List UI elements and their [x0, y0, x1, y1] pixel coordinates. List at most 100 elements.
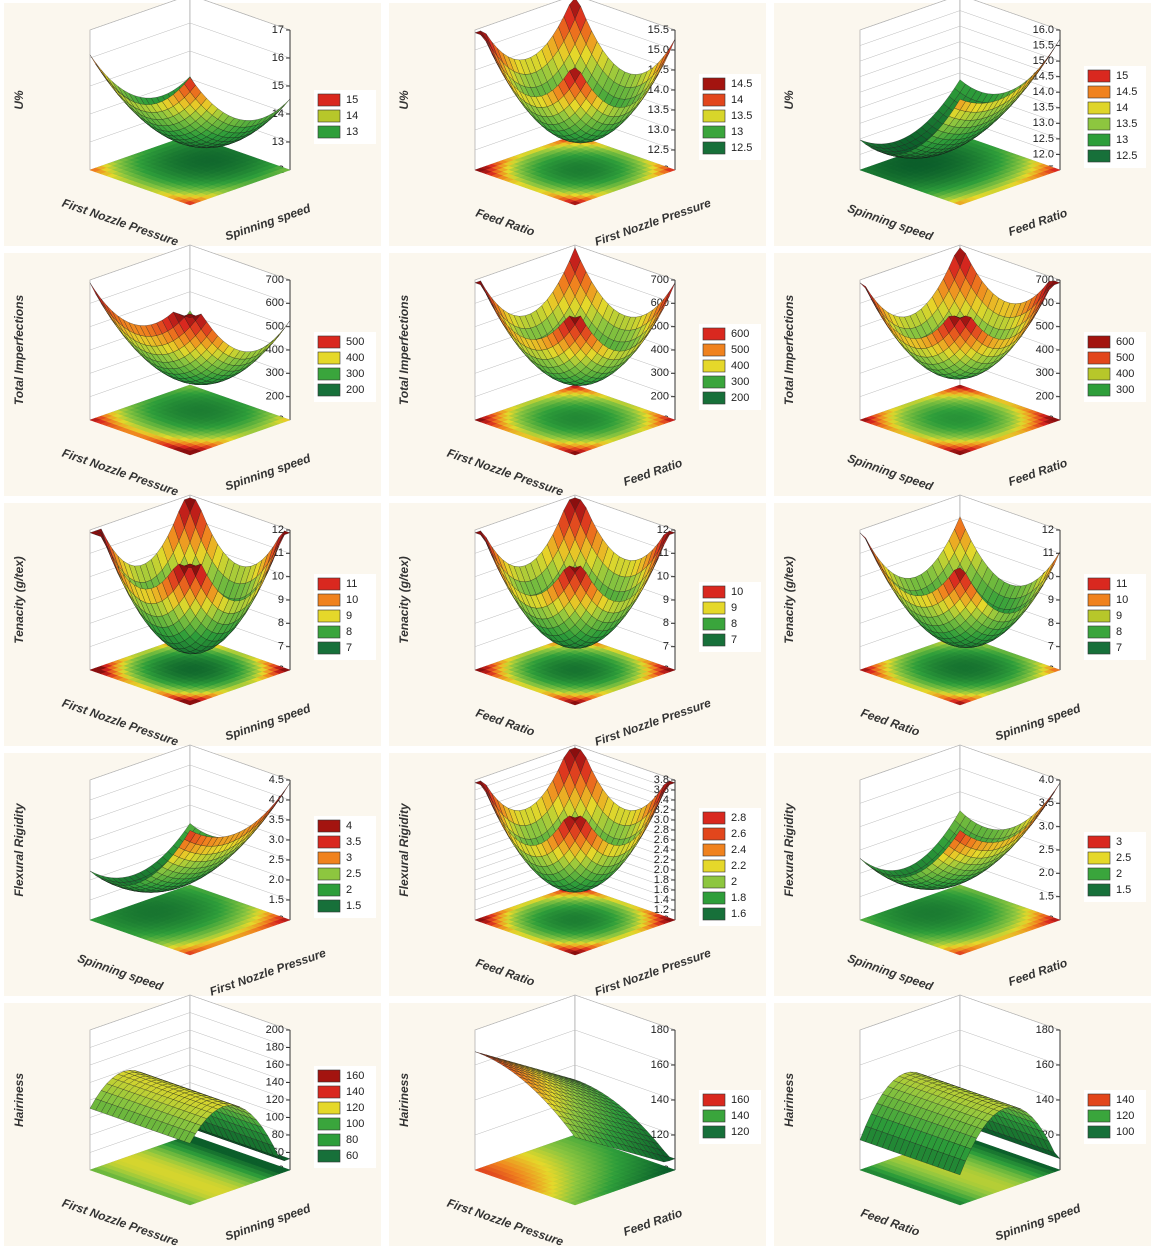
- legend-label: 300: [1116, 384, 1134, 396]
- legend-swatch: [318, 352, 340, 364]
- legend-label: 300: [731, 376, 749, 388]
- legend-label: 500: [1116, 352, 1134, 364]
- legend-label: 13: [1116, 134, 1128, 146]
- z-axis-label: Tenacity (g/tex): [12, 556, 26, 644]
- legend-label: 14.5: [731, 78, 752, 90]
- z-tick-label: 15.0: [1033, 55, 1054, 67]
- z-axis-label: Total Imperfections: [782, 295, 796, 406]
- legend-swatch: [318, 336, 340, 348]
- legend-label: 400: [1116, 368, 1134, 380]
- legend-label: 7: [346, 642, 352, 654]
- z-tick-label: 15.5: [648, 24, 669, 36]
- z-tick-label: 12.5: [1033, 133, 1054, 145]
- z-tick-label: 400: [1036, 344, 1054, 356]
- z-tick-label: 8: [278, 617, 284, 629]
- legend-swatch: [703, 78, 725, 90]
- legend-swatch: [318, 594, 340, 606]
- z-tick-label: 12.0: [1033, 148, 1054, 160]
- z-tick-label: 300: [266, 367, 284, 379]
- legend-swatch: [1088, 384, 1110, 396]
- legend-swatch: [318, 610, 340, 622]
- z-tick-label: 12.5: [648, 144, 669, 156]
- legend-label: 14: [346, 110, 358, 122]
- legend-swatch: [318, 626, 340, 638]
- legend-label: 400: [346, 352, 364, 364]
- z-tick-label: 14.0: [1033, 86, 1054, 98]
- legend-label: 12.5: [1116, 150, 1137, 162]
- z-tick-label: 8: [663, 617, 669, 629]
- legend-label: 600: [1116, 336, 1134, 348]
- legend-swatch: [318, 126, 340, 138]
- z-tick-label: 300: [651, 367, 669, 379]
- z-axis-label: U%: [12, 90, 26, 110]
- legend-swatch: [318, 384, 340, 396]
- z-tick-label: 10: [657, 571, 669, 583]
- z-tick-label: 9: [278, 594, 284, 606]
- panel: 100200300400500600700Total Imperfections…: [389, 245, 766, 499]
- legend-label: 300: [346, 368, 364, 380]
- panel: 6789101112Tenacity (g/tex)Feed RatioFirs…: [389, 495, 766, 749]
- z-tick-label: 7: [663, 641, 669, 653]
- legend-label: 9: [346, 610, 352, 622]
- z-tick-label: 16.0: [1033, 24, 1054, 36]
- panel: 100200300400500600700Total Imperfections…: [4, 245, 381, 499]
- z-axis-label: U%: [397, 90, 411, 110]
- panel: 121314151617U%First Nozzle PressureSpinn…: [4, 0, 381, 249]
- z-tick-label: 15: [272, 80, 284, 92]
- legend-label: 8: [346, 626, 352, 638]
- legend-swatch: [318, 110, 340, 122]
- z-tick-label: 16: [272, 52, 284, 64]
- legend-swatch: [1088, 336, 1110, 348]
- legend-label: 200: [731, 392, 749, 404]
- legend-label: 11: [346, 578, 357, 590]
- legend-label: 600: [731, 328, 749, 340]
- legend-swatch: [703, 142, 725, 154]
- legend-label: 15: [1116, 70, 1128, 82]
- z-tick-label: 13.5: [648, 104, 669, 116]
- z-tick-label: 300: [1036, 367, 1054, 379]
- legend-swatch: [1088, 118, 1110, 130]
- z-tick-label: 13.0: [1033, 117, 1054, 129]
- z-tick-label: 7: [278, 641, 284, 653]
- legend-swatch: [318, 94, 340, 106]
- legend-swatch: [703, 392, 725, 404]
- legend-swatch: [703, 94, 725, 106]
- z-tick-label: 13.0: [648, 124, 669, 136]
- legend-swatch: [1088, 134, 1110, 146]
- legend-swatch: [1088, 150, 1110, 162]
- z-tick-label: 200: [266, 391, 284, 403]
- legend-label: 400: [731, 360, 749, 372]
- legend-label: 13: [346, 126, 358, 138]
- legend-swatch: [318, 368, 340, 380]
- legend-swatch: [703, 126, 725, 138]
- z-tick-label: 500: [266, 321, 284, 333]
- z-tick-label: 700: [266, 274, 284, 286]
- legend-label: 10: [346, 594, 358, 606]
- panel: 100200300400500600700Total Imperfections…: [774, 245, 1151, 496]
- figure: 121314151617U%First Nozzle PressureSpinn…: [0, 0, 1155, 1247]
- legend-label: 14: [1116, 102, 1128, 114]
- legend-swatch: [703, 110, 725, 122]
- z-tick-label: 15.5: [1033, 39, 1054, 51]
- legend-swatch: [703, 328, 725, 340]
- legend-swatch: [1088, 70, 1110, 82]
- legend-label: 13.5: [731, 110, 752, 122]
- panel: 11.512.012.513.013.514.014.515.015.516.0…: [774, 0, 1151, 246]
- legend-swatch: [703, 376, 725, 388]
- legend-label: 500: [346, 336, 364, 348]
- z-tick-label: 17: [272, 24, 284, 36]
- legend-swatch: [318, 578, 340, 590]
- z-axis-label: Total Imperfections: [397, 295, 411, 406]
- legend-swatch: [703, 344, 725, 356]
- legend-swatch: [1088, 368, 1110, 380]
- legend-label: 12.5: [731, 142, 752, 154]
- z-tick-label: 200: [651, 391, 669, 403]
- panel: 6789101112Tenacity (g/tex)First Nozzle P…: [4, 495, 381, 749]
- z-axis-label: Total Imperfections: [12, 295, 26, 406]
- legend-label: 13: [731, 126, 743, 138]
- legend-label: 500: [731, 344, 749, 356]
- legend-swatch: [318, 642, 340, 654]
- z-tick-label: 10: [272, 571, 284, 583]
- legend-label: 14: [731, 94, 743, 106]
- z-tick-label: 400: [651, 344, 669, 356]
